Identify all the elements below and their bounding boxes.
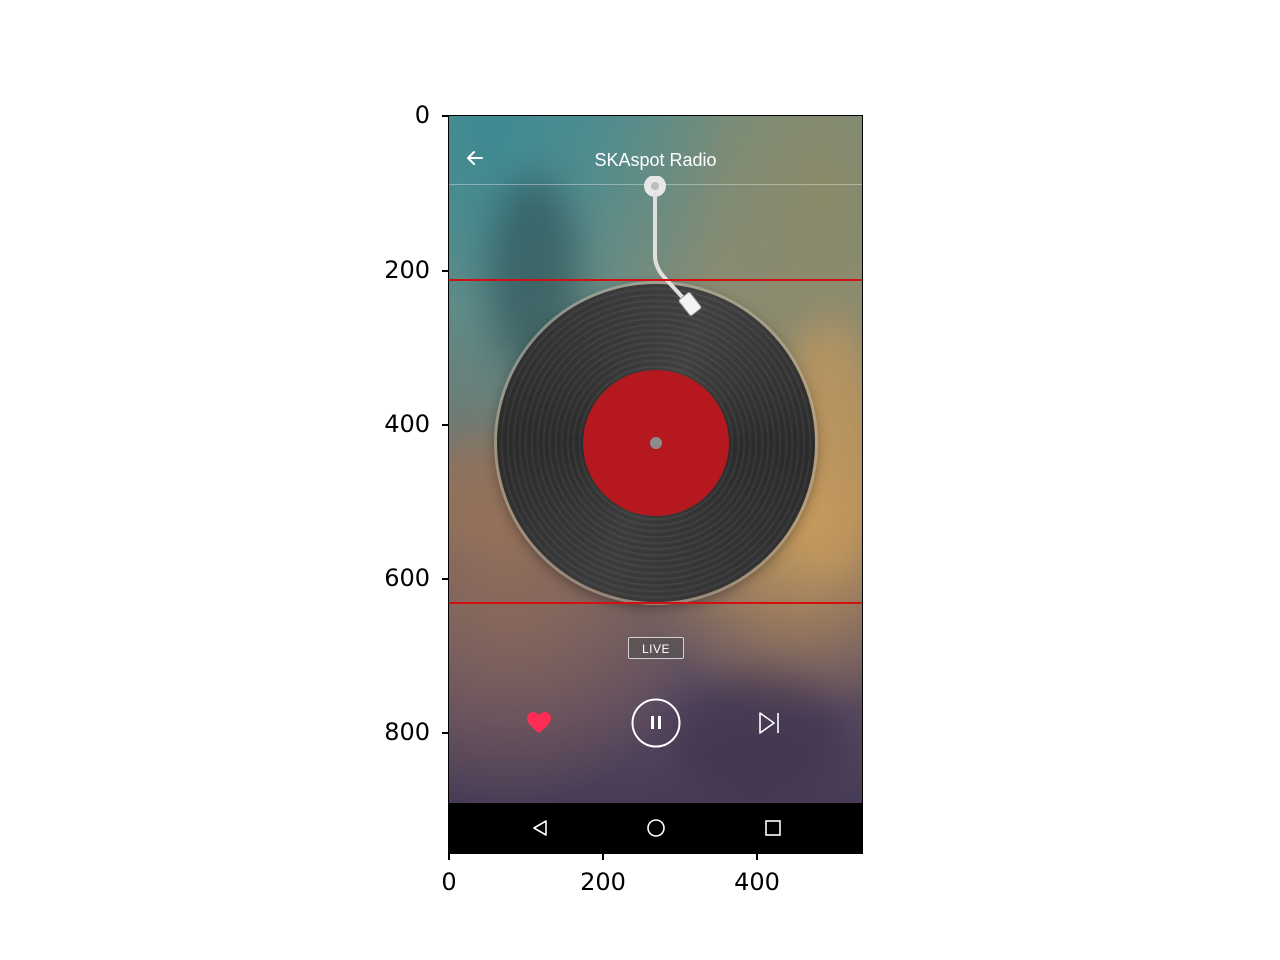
y-tick-label: 200 (384, 256, 430, 284)
y-tick-600 (442, 578, 448, 580)
status-badge: LIVE (628, 637, 684, 659)
x-tick-label: 0 (441, 868, 457, 896)
record-spindle (650, 437, 662, 449)
heart-icon (527, 712, 551, 733)
vinyl-record (497, 284, 815, 602)
tonearm-icon (644, 176, 702, 316)
nav-home-button[interactable] (644, 816, 668, 840)
y-tick-0 (442, 115, 448, 117)
y-tick-800 (442, 732, 448, 734)
y-tick-200 (442, 270, 448, 272)
skip-next-icon (759, 712, 779, 734)
like-button[interactable] (523, 708, 555, 738)
app-bar: SKAspot Radio (449, 116, 862, 185)
y-tick-label: 800 (384, 718, 430, 746)
nav-recents-button[interactable] (761, 816, 785, 840)
x-tick-label: 200 (580, 868, 626, 896)
y-tick-label: 400 (384, 410, 430, 438)
phone-screen: SKAspot Radio LIVE (449, 116, 862, 853)
y-tick-400 (442, 424, 448, 426)
next-track-button[interactable] (754, 708, 784, 738)
pause-button[interactable] (631, 698, 681, 748)
nav-home-icon (647, 819, 665, 837)
nav-recents-icon (765, 820, 781, 836)
pause-icon (631, 698, 681, 748)
x-tick-label: 400 (734, 868, 780, 896)
nav-back-icon (533, 820, 547, 836)
y-tick-label: 0 (414, 101, 430, 129)
system-nav-bar (449, 803, 862, 853)
overlay-line-top (449, 279, 862, 281)
x-tick-400 (756, 854, 758, 860)
playback-controls (449, 696, 862, 750)
axes-frame: SKAspot Radio LIVE (448, 115, 863, 854)
arrow-left-icon (467, 151, 483, 165)
back-button[interactable] (461, 144, 489, 172)
x-tick-0 (448, 854, 450, 860)
background-blur-shape (669, 676, 849, 796)
x-tick-200 (602, 854, 604, 860)
y-tick-label: 600 (384, 564, 430, 592)
page-title: SKAspot Radio (594, 150, 717, 170)
overlay-line-bottom (449, 602, 862, 604)
nav-back-button[interactable] (528, 816, 552, 840)
